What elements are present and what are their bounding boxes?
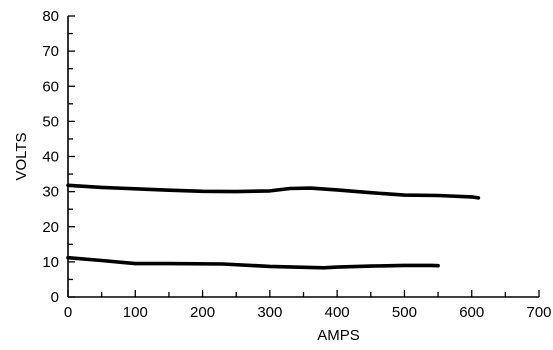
y-axis-ticks: 0 10 20 30 40 50 60 70 80 (42, 8, 75, 306)
x-tick-label: 500 (392, 304, 417, 321)
x-tick-label: 700 (526, 304, 551, 321)
x-tick-label: 400 (325, 304, 350, 321)
y-tick-label: 70 (42, 43, 59, 60)
x-tick-label: 600 (459, 304, 484, 321)
x-tick-label: 200 (190, 304, 215, 321)
y-tick-label: 60 (42, 78, 59, 95)
series-group (66, 183, 481, 270)
series-line-1 (66, 183, 481, 200)
x-tick-label: 0 (64, 304, 72, 321)
y-tick-label: 80 (42, 8, 59, 25)
y-axis-title: VOLTS (13, 132, 30, 180)
series-line-2 (66, 255, 440, 270)
y-tick-label: 20 (42, 219, 59, 236)
x-axis-ticks: 0 100 200 300 400 500 600 700 (64, 290, 552, 321)
x-tick-label: 300 (257, 304, 282, 321)
axes (67, 16, 539, 298)
x-axis-title: AMPS (317, 327, 360, 344)
y-tick-label: 50 (42, 113, 59, 130)
y-tick-label: 30 (42, 184, 59, 201)
y-tick-label: 0 (51, 289, 59, 306)
y-tick-label: 40 (42, 149, 59, 166)
x-tick-label: 100 (123, 304, 148, 321)
y-tick-label: 10 (42, 254, 59, 271)
